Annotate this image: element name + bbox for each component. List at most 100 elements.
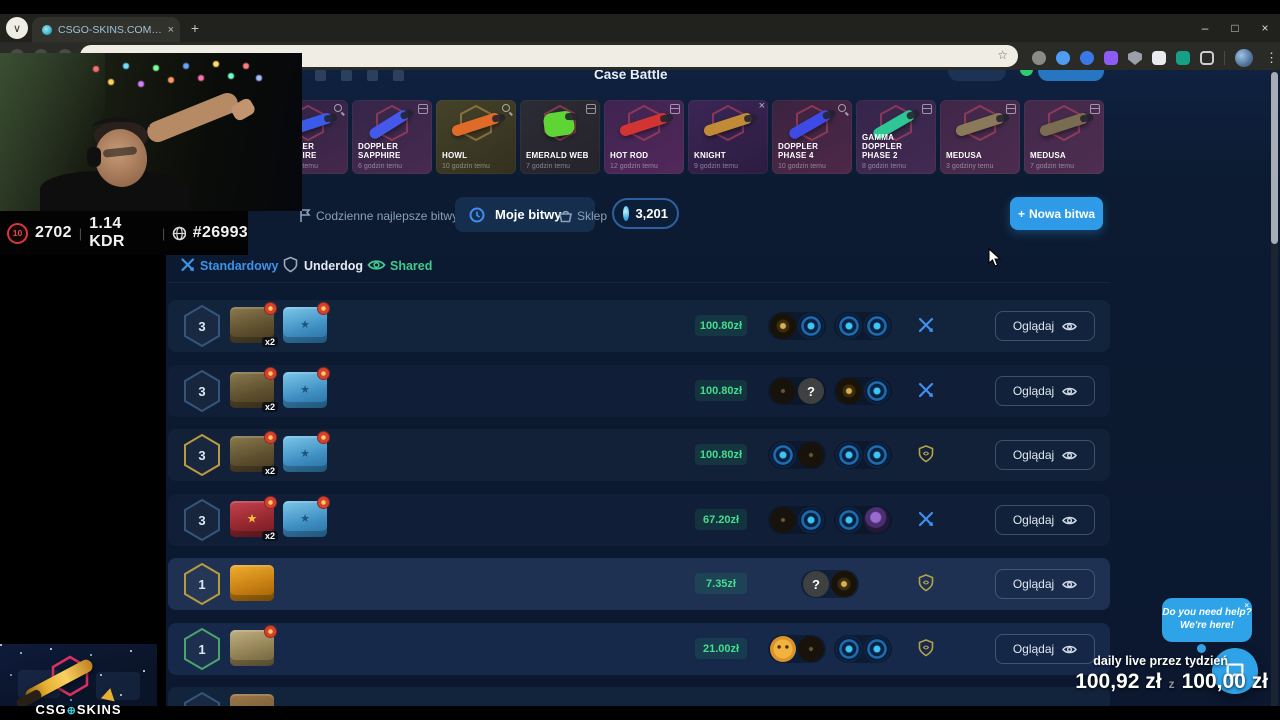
eye-icon [367, 260, 386, 270]
header-mini-icon[interactable] [315, 70, 326, 81]
chat-button[interactable] [1212, 648, 1258, 694]
extension-icon-1[interactable] [1032, 51, 1046, 65]
tab-underdog[interactable]: Underdog [304, 259, 364, 273]
drop-card[interactable]: DOPPLER PHASE 4 10 godzin temu [772, 100, 852, 174]
case-multiplier-badge: x2 [261, 337, 278, 347]
watch-label: Oglądaj [1012, 319, 1055, 333]
case-blue [283, 431, 330, 472]
drop-name: EMERALD WEB [526, 151, 589, 160]
history-clock-icon [469, 207, 485, 223]
header-mini-icon[interactable] [367, 70, 378, 81]
tab-standardowy[interactable]: Standardowy [200, 259, 279, 273]
score-value: 2702 [35, 224, 72, 241]
drop-corner-icon [669, 103, 681, 115]
tab-shared[interactable]: Shared [390, 259, 433, 273]
drop-card[interactable]: MEDUSA 7 godzin temu [1024, 100, 1104, 174]
battle-mode-icon [916, 380, 936, 400]
battle-row-partial [168, 687, 1110, 706]
drop-corner-icon [753, 100, 765, 115]
drop-name: MEDUSA [1030, 151, 1066, 160]
battle-price: 100.80zł [695, 444, 747, 465]
battle-slots-count: 3 [198, 512, 206, 528]
player-avatar-q [803, 571, 829, 597]
window-maximize-button[interactable]: □ [1231, 21, 1239, 35]
extension-icon-6[interactable] [1152, 51, 1166, 65]
drop-name: GAMMA DOPPLER PHASE 2 [862, 133, 903, 160]
case-blue [283, 496, 330, 537]
battle-slots-hexagon: 3 [182, 433, 222, 477]
drop-name: KNIGHT [694, 151, 726, 160]
window-close-button[interactable]: × [1261, 21, 1269, 35]
bookmark-star-icon[interactable]: ☆ [997, 48, 1008, 62]
nav-daily-battles[interactable]: Codzienne najlepsze bitwy [316, 209, 459, 223]
extension-icon-4[interactable] [1104, 51, 1118, 65]
drop-card[interactable]: MEDUSA 3 godziny temu [940, 100, 1020, 174]
watch-button[interactable]: Oglądaj [995, 376, 1095, 406]
address-bar[interactable]: ☆ [80, 45, 1018, 67]
nav-my-battles[interactable]: Moje bitwy [455, 197, 595, 232]
extension-icon-3[interactable] [1080, 51, 1094, 65]
player-pair [768, 441, 826, 469]
drop-card[interactable]: GAMMA DOPPLER PHASE 2 8 godzin temu [856, 100, 936, 174]
player-avatar-bot [864, 313, 890, 339]
watch-button[interactable]: Oglądaj [995, 634, 1095, 664]
drop-name: DOPPLER SAPPHIRE [358, 142, 401, 160]
scrollbar-track[interactable] [1271, 70, 1278, 706]
nav-shop[interactable]: Sklep [577, 209, 608, 223]
stats-separator: | [161, 225, 166, 241]
new-battle-button[interactable]: + Nowa bitwa [1010, 197, 1103, 230]
watch-button[interactable]: Oglądaj [995, 505, 1095, 535]
balance-pill[interactable]: 3,201 [612, 198, 679, 229]
extension-icon-2[interactable] [1056, 51, 1070, 65]
watch-label: Oglądaj [1012, 642, 1055, 656]
extension-shield-icon[interactable] [1128, 51, 1142, 65]
watch-button[interactable]: Oglądaj [995, 311, 1095, 341]
player-pair [768, 377, 826, 405]
header-mini-icon[interactable] [393, 70, 404, 81]
drop-card[interactable]: EMERALD WEB 7 godzin temu [520, 100, 600, 174]
battle-players [768, 635, 892, 663]
drop-card[interactable]: HOWL 10 godzin temu [436, 100, 516, 174]
header-pill[interactable] [948, 70, 1006, 81]
battle-mode-icon [916, 444, 936, 464]
drop-name: HOWL [442, 151, 468, 160]
battle-price: 100.80zł [695, 380, 747, 401]
browser-tab[interactable]: CSGO-SKINS.COM - Najlepsz × [32, 17, 180, 42]
tab-bar: ∨ CSGO-SKINS.COM - Najlepsz × + – □ × [0, 14, 1280, 42]
profile-avatar[interactable] [1235, 49, 1253, 67]
watch-button[interactable]: Oglądaj [995, 569, 1095, 599]
tab-close-icon[interactable]: × [167, 23, 174, 36]
help-close-icon[interactable]: × [1244, 601, 1249, 610]
drop-card[interactable]: KNIGHT 9 godzin temu [688, 100, 768, 174]
watch-button[interactable]: Oglądaj [995, 440, 1095, 470]
stats-bar: 10 2702 | 1.14 KDR | #26993 [0, 211, 248, 255]
battle-mode-icon [916, 509, 936, 529]
drop-time: 3 godziny temu [946, 163, 994, 170]
player-avatar-bot [864, 636, 890, 662]
eye-icon [1062, 645, 1078, 653]
case-military: x2 [230, 302, 278, 347]
eye-icon [1062, 580, 1078, 588]
shield-icon [918, 445, 934, 463]
header-mini-icon[interactable] [341, 70, 352, 81]
logo-wordmark: CSG⊕SKINS [0, 702, 157, 717]
scrollbar-thumb[interactable] [1271, 72, 1278, 244]
new-tab-button[interactable]: + [190, 20, 200, 36]
drop-card[interactable]: HOT ROD 12 godzin temu [604, 100, 684, 174]
chat-icon [1226, 663, 1244, 680]
header-pill[interactable] [1038, 70, 1104, 81]
tab-search-button[interactable]: ∨ [6, 17, 28, 39]
tab-favicon-icon [42, 24, 52, 35]
battle-slots-count: 3 [198, 318, 206, 334]
logo-sparkle [100, 686, 118, 702]
logo-stars [0, 644, 2, 646]
extension-sih-icon[interactable] [1176, 51, 1190, 65]
extensions-puzzle-icon[interactable] [1200, 51, 1214, 65]
battle-cases: x2 [230, 496, 330, 541]
drop-card[interactable]: DOPPLER SAPPHIRE 6 godzin temu [352, 100, 432, 174]
browser-menu-icon[interactable]: ⋮ [1265, 50, 1279, 65]
battle-price: 100.80zł [695, 315, 747, 336]
battle-slots-count: 3 [198, 383, 206, 399]
window-minimize-button[interactable]: – [1201, 21, 1209, 35]
drop-time: 12 godzin temu [610, 163, 658, 170]
